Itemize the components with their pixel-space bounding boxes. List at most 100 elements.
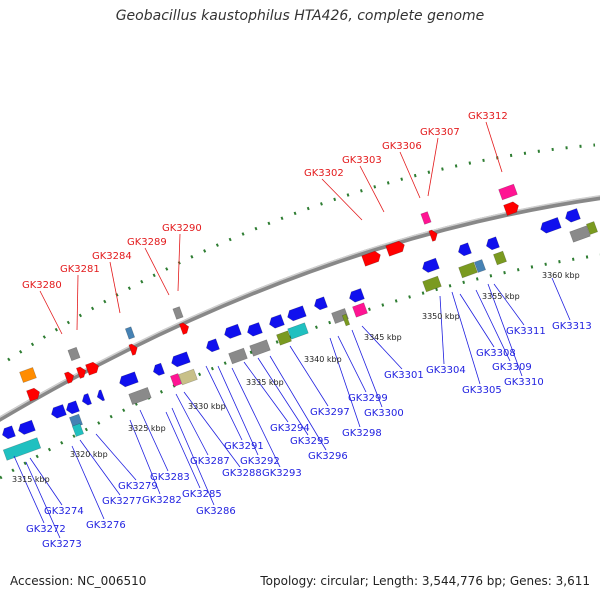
gene-glyph (224, 323, 242, 339)
gene-glyph (565, 208, 581, 223)
gene-glyph (172, 306, 184, 320)
reverse-gene-label: GK3313 (552, 321, 592, 332)
gene-glyph (269, 314, 285, 329)
forward-leader-line (427, 137, 439, 197)
gene-shape (458, 261, 478, 279)
gene-shape (287, 305, 307, 322)
gene-glyph (96, 389, 106, 402)
reverse-gene-label: GK3286 (196, 506, 236, 517)
reverse-leader-line (29, 457, 63, 506)
scale-tick-label: 3360 kbp (542, 271, 580, 280)
reverse-leader-line (475, 289, 511, 362)
gene-shape (128, 343, 138, 356)
reverse-leader-line (205, 365, 243, 441)
gene-glyph (276, 330, 292, 346)
reverse-gene-label: GK3304 (426, 365, 466, 376)
gene-shape (341, 313, 351, 327)
gene-shape (96, 389, 106, 402)
reverse-gene-label: GK3308 (476, 348, 516, 359)
reverse-gene-label: GK3274 (44, 506, 84, 517)
reverse-leader-line (439, 295, 445, 365)
gene-glyph (569, 225, 591, 243)
gene-glyph (178, 322, 190, 335)
reverse-gene-label: GK3273 (42, 539, 82, 550)
scale-tick-label: 3355 kbp (482, 292, 520, 301)
topology-text: Topology: circular; Length: 3,544,776 bp… (260, 574, 590, 588)
gene-shape (228, 347, 248, 365)
scale-tick-label: 3335 kbp (246, 378, 284, 387)
reverse-gene-label: GK3298 (342, 428, 382, 439)
gene-shape (178, 322, 190, 335)
gene-shape (247, 322, 263, 337)
gene-shape (385, 240, 405, 257)
gene-shape (361, 250, 381, 267)
forward-gene-label: GK3290 (162, 223, 202, 234)
forward-gene-label: GK3306 (382, 141, 422, 152)
gene-glyph (349, 288, 365, 303)
scale-tick-label: 3325 kbp (128, 424, 166, 433)
reverse-leader-line (551, 277, 571, 321)
gene-glyph (287, 305, 307, 322)
gene-shape (422, 275, 442, 293)
scale-tick-label: 3340 kbp (304, 355, 342, 364)
gene-glyph (473, 259, 487, 273)
gene-shape (67, 346, 81, 362)
forward-gene-label: GK3289 (127, 237, 167, 248)
gene-shape (565, 208, 581, 223)
reverse-gene-label: GK3297 (310, 407, 350, 418)
scale-tick-label: 3350 kbp (422, 312, 460, 321)
gene-glyph (2, 437, 42, 461)
gene-shape (276, 330, 292, 346)
gene-shape (63, 371, 75, 384)
gene-shape (178, 368, 198, 386)
gene-shape (569, 225, 591, 243)
reverse-gene-label: GK3279 (118, 481, 158, 492)
gene-shape (169, 373, 183, 387)
reverse-leader-line (129, 419, 161, 495)
gene-shape (172, 306, 184, 320)
forward-leader-line (321, 178, 363, 221)
gene-glyph (503, 201, 519, 216)
gene-shape (224, 323, 242, 339)
gene-glyph (124, 326, 136, 340)
gene-glyph (128, 343, 138, 356)
gene-shape (486, 236, 500, 251)
gene-glyph (19, 367, 37, 383)
gene-shape (206, 338, 220, 353)
gene-glyph (71, 423, 85, 437)
gene-glyph (66, 400, 80, 415)
gene-shape (458, 242, 472, 257)
forward-gene-label: GK3281 (60, 264, 100, 275)
gene-glyph (75, 366, 87, 379)
reverse-gene-label: GK3310 (504, 377, 544, 388)
reverse-leader-line (487, 283, 523, 377)
gene-glyph (152, 362, 165, 376)
gene-glyph (341, 313, 351, 327)
gene-shape (81, 393, 93, 406)
gene-glyph (352, 302, 368, 318)
gene-glyph (422, 275, 442, 293)
forward-gene-label: GK3302 (304, 168, 344, 179)
gene-shape (2, 425, 16, 440)
gene-glyph (493, 250, 507, 266)
gene-shape (152, 362, 165, 376)
forward-leader-line (359, 165, 385, 213)
reverse-leader-line (329, 337, 361, 428)
gene-shape (269, 314, 285, 329)
gene-shape (66, 400, 80, 415)
reverse-leader-line (451, 291, 481, 385)
reverse-gene-label: GK3309 (492, 362, 532, 373)
gene-shape (422, 257, 440, 273)
forward-leader-line (485, 121, 503, 173)
gene-shape (124, 326, 136, 340)
gene-shape (287, 322, 309, 340)
reverse-leader-line (231, 367, 281, 468)
gene-glyph (169, 373, 183, 387)
reverse-gene-label: GK3292 (240, 456, 280, 467)
reverse-leader-line (165, 411, 201, 489)
forward-gene-label: GK3312 (468, 111, 508, 122)
gene-shape (585, 221, 599, 235)
gene-glyph (420, 211, 432, 225)
forward-leader-line (76, 274, 79, 331)
